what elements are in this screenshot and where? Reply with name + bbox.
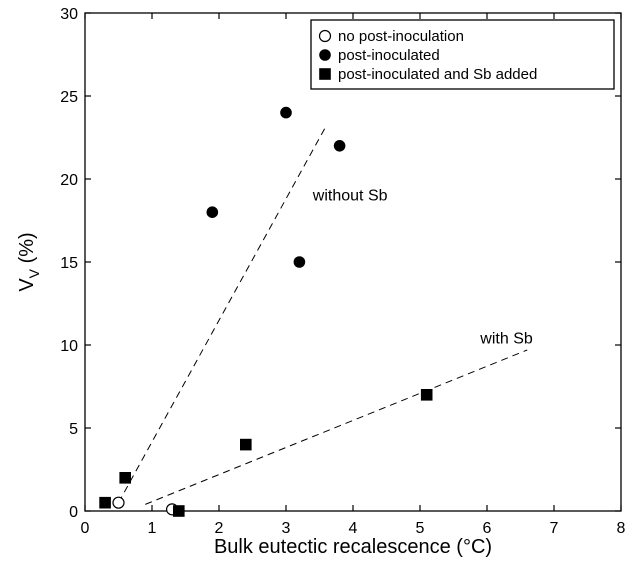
data-point: [280, 106, 292, 119]
axis-ticks: 0 1 2 3 4 5 6 7 8 0 5 10 15 20 25 30: [60, 6, 625, 537]
legend: no post-inoculation post-inoculated post-i…: [310, 19, 615, 90]
y-tick-label: 10: [60, 338, 78, 355]
legend-label: post-inoculated: [338, 47, 440, 64]
legend-marker: [319, 49, 331, 61]
trend-line: [145, 349, 528, 505]
y-axis-title-subscript: V: [26, 268, 42, 278]
legend-marker: [319, 68, 331, 80]
annotation-label: with Sb: [479, 330, 533, 347]
annotations: without Sb with Sb: [312, 188, 533, 348]
x-tick-label: 1: [148, 520, 157, 537]
y-tick-label: 5: [69, 421, 78, 438]
y-tick-label: 20: [60, 172, 78, 189]
x-tick-label: 6: [483, 520, 492, 537]
y-tick-label: 15: [60, 255, 78, 272]
y-axis-title-main: V: [16, 278, 38, 292]
data-point: [420, 389, 433, 401]
legend-label: no post-inoculation: [338, 28, 464, 45]
legend-marker: [318, 29, 332, 43]
x-tick-label: 2: [215, 520, 224, 537]
x-tick-label: 7: [550, 520, 559, 537]
x-tick-label: 4: [349, 520, 358, 537]
x-tick-label: 0: [81, 520, 90, 537]
x-tick-label: 3: [282, 520, 291, 537]
y-tick-label: 30: [60, 6, 78, 23]
legend-box: [310, 19, 615, 90]
data-point: [206, 206, 219, 218]
data-point: [112, 496, 125, 509]
data-points: [99, 106, 433, 517]
y-tick-label: 0: [69, 504, 78, 521]
data-point: [173, 505, 185, 517]
data-point: [333, 140, 346, 152]
annotation-label: without Sb: [312, 188, 388, 205]
y-tick-label: 25: [60, 89, 78, 106]
legend-label: post-inoculated and Sb added: [338, 66, 537, 83]
data-point: [99, 496, 111, 509]
y-axis-title-unit: (%): [16, 232, 38, 269]
data-point: [119, 472, 131, 484]
data-point: [240, 438, 252, 451]
x-tick-label: 8: [617, 520, 626, 537]
trend-line: [118, 125, 327, 503]
trend-lines: [118, 125, 528, 505]
x-tick-label: 5: [416, 520, 425, 537]
data-point: [293, 256, 306, 268]
y-axis-title: VV (%): [16, 232, 42, 291]
x-axis-title: Bulk eutectic recalescence (°C): [214, 536, 492, 558]
